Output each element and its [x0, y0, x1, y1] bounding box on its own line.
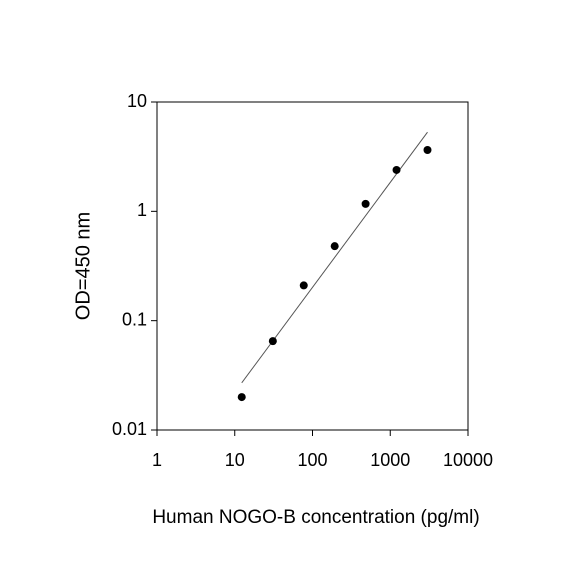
data-point [237, 393, 246, 402]
data-point [392, 165, 401, 174]
x-tick-label: 100 [297, 450, 327, 470]
x-tick-label: 1000 [370, 450, 410, 470]
x-tick-label: 1 [152, 450, 162, 470]
y-tick-label: 10 [127, 91, 147, 111]
data-point [299, 281, 308, 290]
data-point [361, 199, 370, 208]
y-axis-label: OD=450 nm [72, 212, 94, 320]
data-point [330, 242, 339, 251]
y-tick-label: 1 [137, 200, 147, 220]
plot-frame [156, 101, 469, 431]
x-tick-label: 10 [225, 450, 245, 470]
y-tick-label: 0.1 [122, 309, 147, 329]
x-tick-label: 10000 [443, 450, 493, 470]
x-axis-label: Human NOGO-B concentration (pg/ml) [152, 507, 479, 528]
y-tick-label: 0.01 [112, 419, 147, 439]
data-point [268, 337, 277, 346]
data-point [423, 145, 432, 154]
